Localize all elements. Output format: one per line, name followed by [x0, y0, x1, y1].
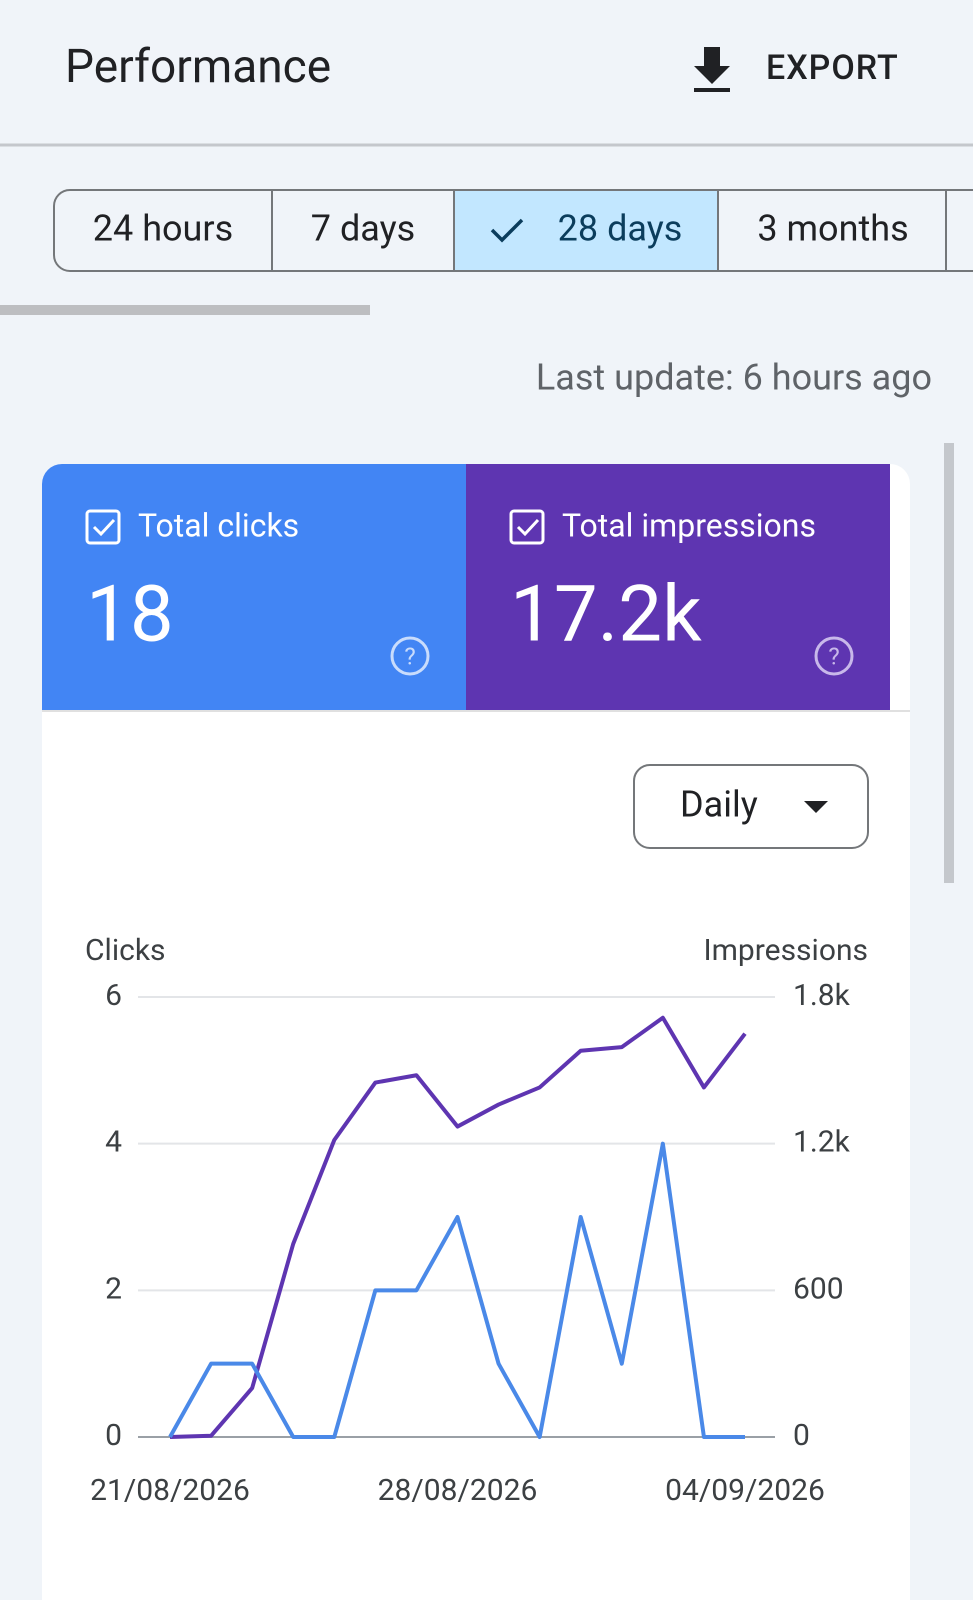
help-icon-glyph: ?: [828, 642, 839, 670]
export-label: EXPORT: [766, 48, 899, 88]
metric-value: 18: [86, 570, 174, 661]
y-tick-label: 0: [105, 1418, 122, 1453]
tab[interactable]: 7 days: [311, 208, 415, 250]
y2-tick-label: 0: [793, 1418, 810, 1453]
check-icon: [490, 218, 524, 243]
download-icon: [694, 47, 730, 92]
export-button[interactable]: EXPORT: [694, 47, 899, 92]
tab-selected-bg: [454, 191, 718, 270]
y-tick-label: 6: [105, 978, 122, 1013]
clicks-tile[interactable]: [42, 464, 466, 711]
y2-tick-label: 1.8k: [793, 978, 851, 1013]
dropdown[interactable]: Daily: [633, 764, 869, 849]
help-icon[interactable]: [390, 636, 430, 676]
y2-tick-label: 1.2k: [793, 1125, 851, 1160]
checkbox-tick: [92, 518, 116, 537]
tab[interactable]: 3 months: [757, 208, 908, 250]
tab[interactable]: 24 hours: [93, 208, 233, 250]
impressions-tile[interactable]: [466, 464, 890, 711]
checkbox[interactable]: [509, 509, 545, 545]
scroll-indicator: [0, 305, 370, 315]
help-icon[interactable]: [814, 636, 854, 676]
dropdown-label: Daily: [680, 784, 758, 826]
scrollbar: [944, 443, 954, 883]
y-tick-label: 4: [105, 1125, 122, 1160]
last-update: Last update: 6 hours ago: [536, 357, 932, 399]
chart: 0 2 4 6 0 600 1.2k 1.8k 21/08/2026 28/08/2026 04/0…: [90, 978, 850, 1508]
x-tick-label: 04/09/2026: [665, 1473, 825, 1508]
y2-axis-title: Impressions: [703, 933, 868, 968]
y-tick-label: 2: [105, 1271, 122, 1306]
x-tick-label: 28/08/2026: [378, 1473, 538, 1508]
metric-label: Total impressions: [562, 506, 816, 544]
page-title: Performance: [65, 40, 331, 94]
checkbox[interactable]: [85, 509, 121, 545]
x-tick-label: 21/08/2026: [90, 1473, 250, 1508]
y-axis-title: Clicks: [85, 933, 166, 968]
y2-tick-label: 600: [793, 1271, 844, 1306]
metric-label: Total clicks: [138, 506, 299, 544]
help-icon-glyph: ?: [404, 642, 415, 670]
series-line: [169, 1015, 747, 1439]
series-line: [168, 1141, 745, 1439]
metric-value: 17.2k: [510, 570, 702, 661]
dropdown-arrow: [804, 801, 828, 813]
checkbox-tick: [516, 518, 540, 537]
dropdown-box: [633, 764, 869, 849]
tab[interactable]: 28 days: [558, 208, 683, 250]
card: [42, 464, 910, 1600]
